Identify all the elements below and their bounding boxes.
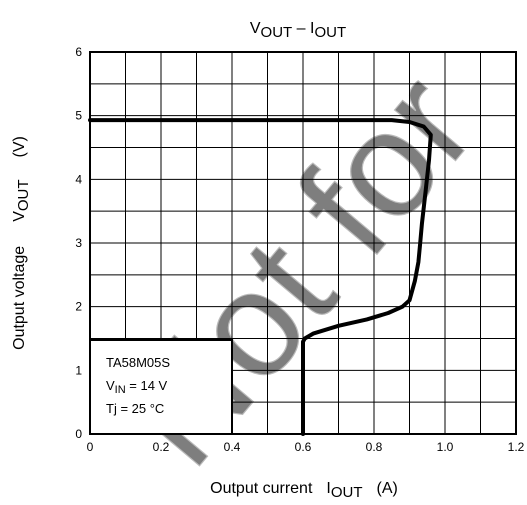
x-tick-labels: 0 0.2 0.4 0.6 0.8 1.0 1.2 — [87, 440, 525, 454]
legend-line-2: VIN = 14 V — [106, 378, 168, 396]
legend-line-1: TA58M05S — [106, 355, 170, 370]
legend-line-3: Tj = 25 °C — [106, 401, 164, 416]
y-tick-label: 1 — [75, 363, 82, 377]
y-tick-label: 3 — [75, 236, 82, 250]
x-axis-label: Output current IOUT (A) — [210, 480, 398, 501]
y-axis-label: Output voltageVOUT(V) — [11, 136, 32, 350]
legend-box: TA58M05S VIN = 14 V Tj = 25 °C — [89, 339, 233, 435]
y-tick-label: 4 — [75, 172, 82, 186]
y-tick-label: 2 — [75, 300, 82, 314]
y-tick-label: 0 — [75, 427, 82, 441]
x-tick-label: 0.4 — [224, 440, 241, 454]
x-tick-label: 0.2 — [153, 440, 170, 454]
x-tick-label: 1.0 — [437, 440, 454, 454]
x-tick-label: 0.6 — [295, 440, 312, 454]
series-line — [88, 118, 433, 436]
series-layer — [88, 118, 433, 436]
chart-title: VOUT – IOUT — [250, 20, 346, 41]
x-tick-label: 1.2 — [508, 440, 525, 454]
y-tick-label: 6 — [75, 45, 82, 59]
y-tick-label: 5 — [75, 109, 82, 123]
x-tick-label: 0.8 — [366, 440, 383, 454]
x-tick-label: 0 — [87, 440, 94, 454]
y-tick-labels: 0 1 2 3 4 5 6 — [75, 45, 82, 441]
svg-text:Output voltageVOUT(V): Output voltageVOUT(V) — [11, 136, 32, 350]
